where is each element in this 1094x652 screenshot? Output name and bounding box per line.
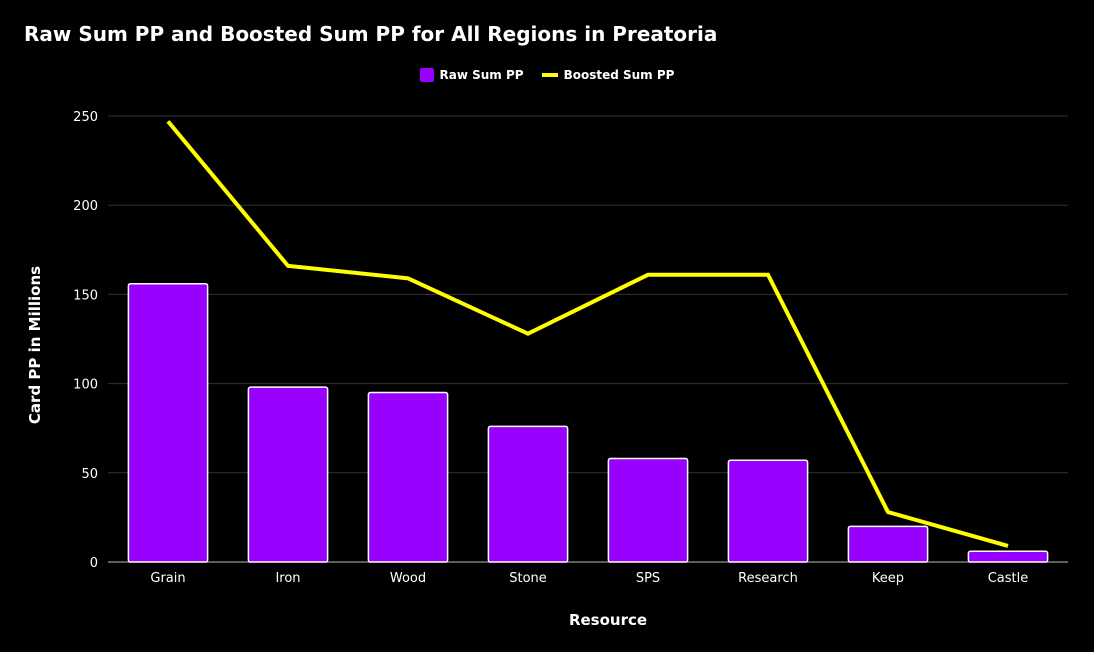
x-tick-label: SPS [636,571,660,586]
x-tick-label: Research [738,571,798,586]
x-tick-label: Iron [275,571,300,586]
legend-item-boosted-sum[interactable]: Boosted Sum PP [541,68,675,82]
bar-raw-sum [127,282,209,563]
x-tick-label: Castle [988,571,1029,586]
x-tick-label: Keep [872,571,904,586]
legend: Raw Sum PP Boosted Sum PP [0,68,1094,82]
legend-label-raw-sum: Raw Sum PP [439,68,524,82]
bar-raw-sum [847,525,929,563]
bar-raw-sum [727,459,809,563]
x-tick-label: Wood [390,571,426,586]
legend-label-boosted-sum: Boosted Sum PP [563,68,675,82]
x-axis-label: Resource [569,611,647,629]
y-tick-label: 250 [73,110,98,125]
y-tick-label: 150 [73,288,98,303]
y-tick-label: 0 [90,556,98,571]
bar-raw-sum [607,457,689,563]
y-tick-label: 100 [73,378,98,393]
legend-item-raw-sum[interactable]: Raw Sum PP [419,68,524,82]
bar-raw-sum [487,425,569,563]
chart-title: Raw Sum PP and Boosted Sum PP for All Re… [24,22,718,46]
bar-raw-sum [967,550,1049,563]
y-tick-label: 200 [73,199,98,214]
line-boosted-sum [166,120,1009,548]
legend-swatch-raw-sum [419,68,434,82]
x-tick-label: Stone [509,571,547,586]
legend-swatch-boosted-sum [541,73,558,77]
x-tick-label: Grain [150,571,185,586]
y-tick-label: 50 [81,467,98,482]
bar-raw-sum [247,386,329,563]
bar-raw-sum [367,391,449,563]
y-axis-label: Card PP in Millions [26,266,44,424]
